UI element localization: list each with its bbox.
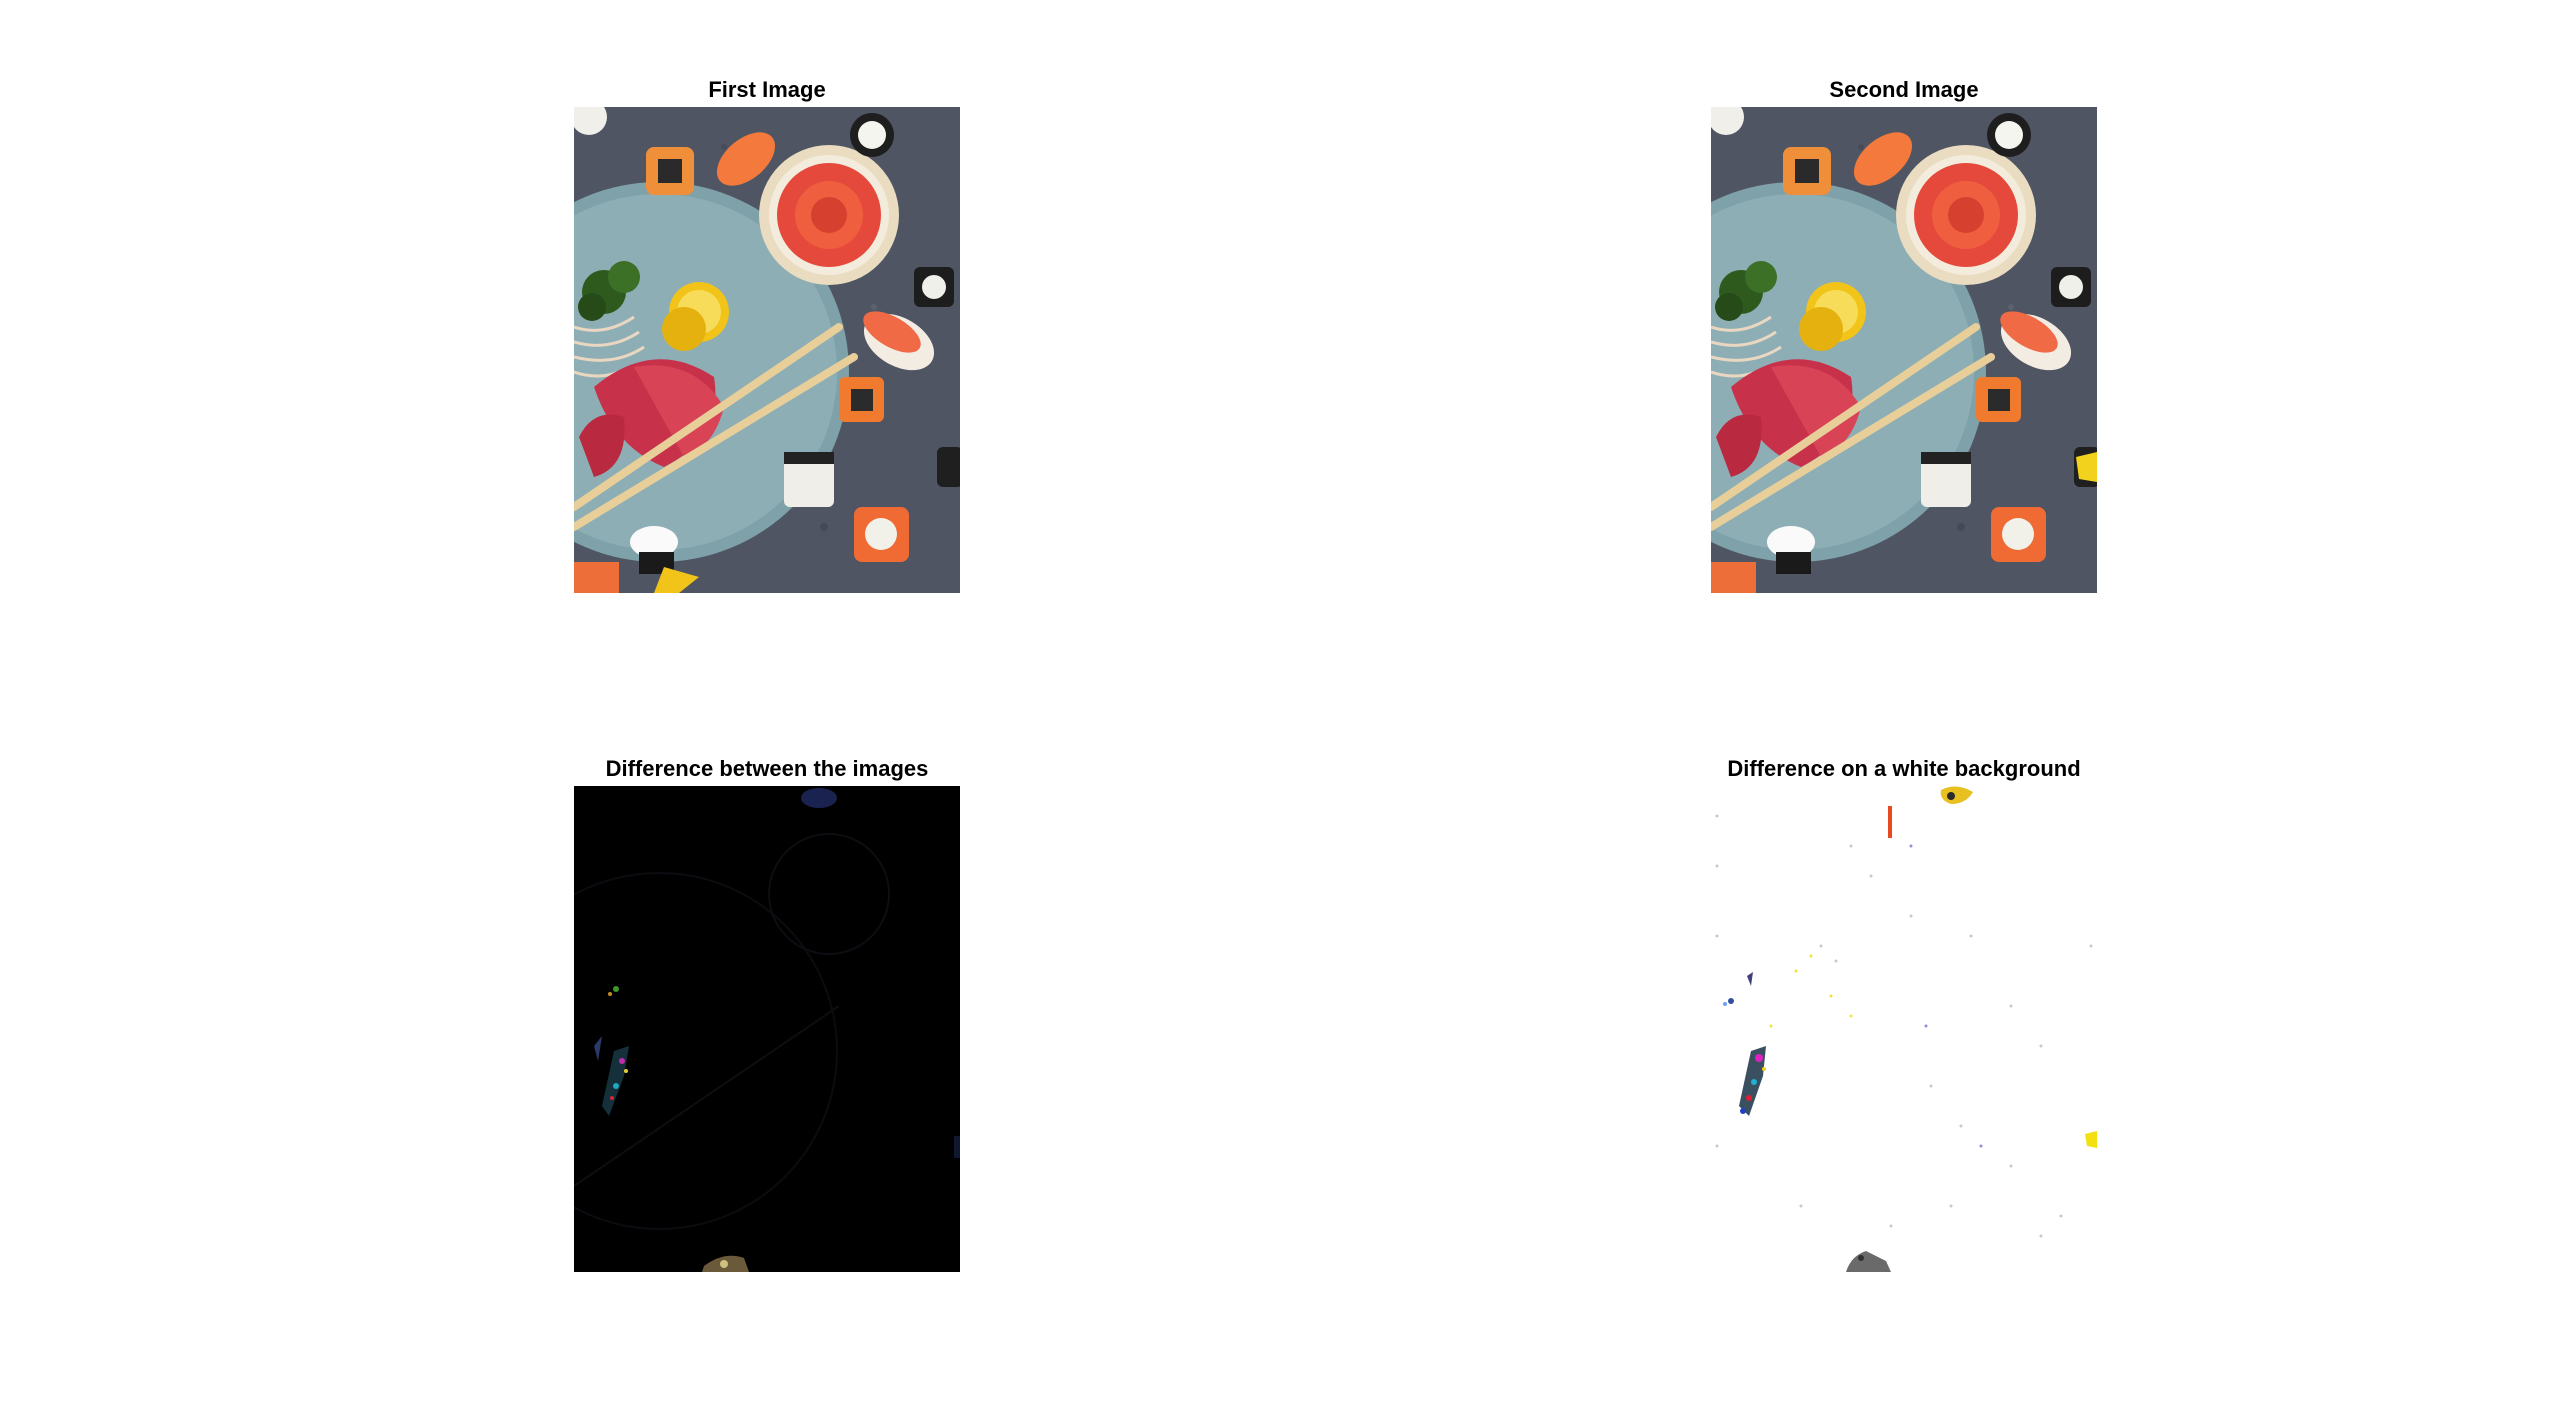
difference-image [574,786,960,1272]
difference-image-title: Difference between the images [605,756,929,781]
second-image [1711,107,2097,593]
difference-white-panel: Difference on a white background [1711,756,2097,1272]
difference-white-image [1711,786,2097,1272]
first-image-title: First Image [708,77,826,102]
difference-image-panel: Difference between the images [574,756,960,1272]
difference-white-title: Difference on a white background [1727,756,2081,781]
first-image-panel: First Image [574,77,960,593]
second-image-title: Second Image [1829,77,1979,102]
first-image [574,107,960,593]
second-image-panel: Second Image [1711,77,2097,593]
